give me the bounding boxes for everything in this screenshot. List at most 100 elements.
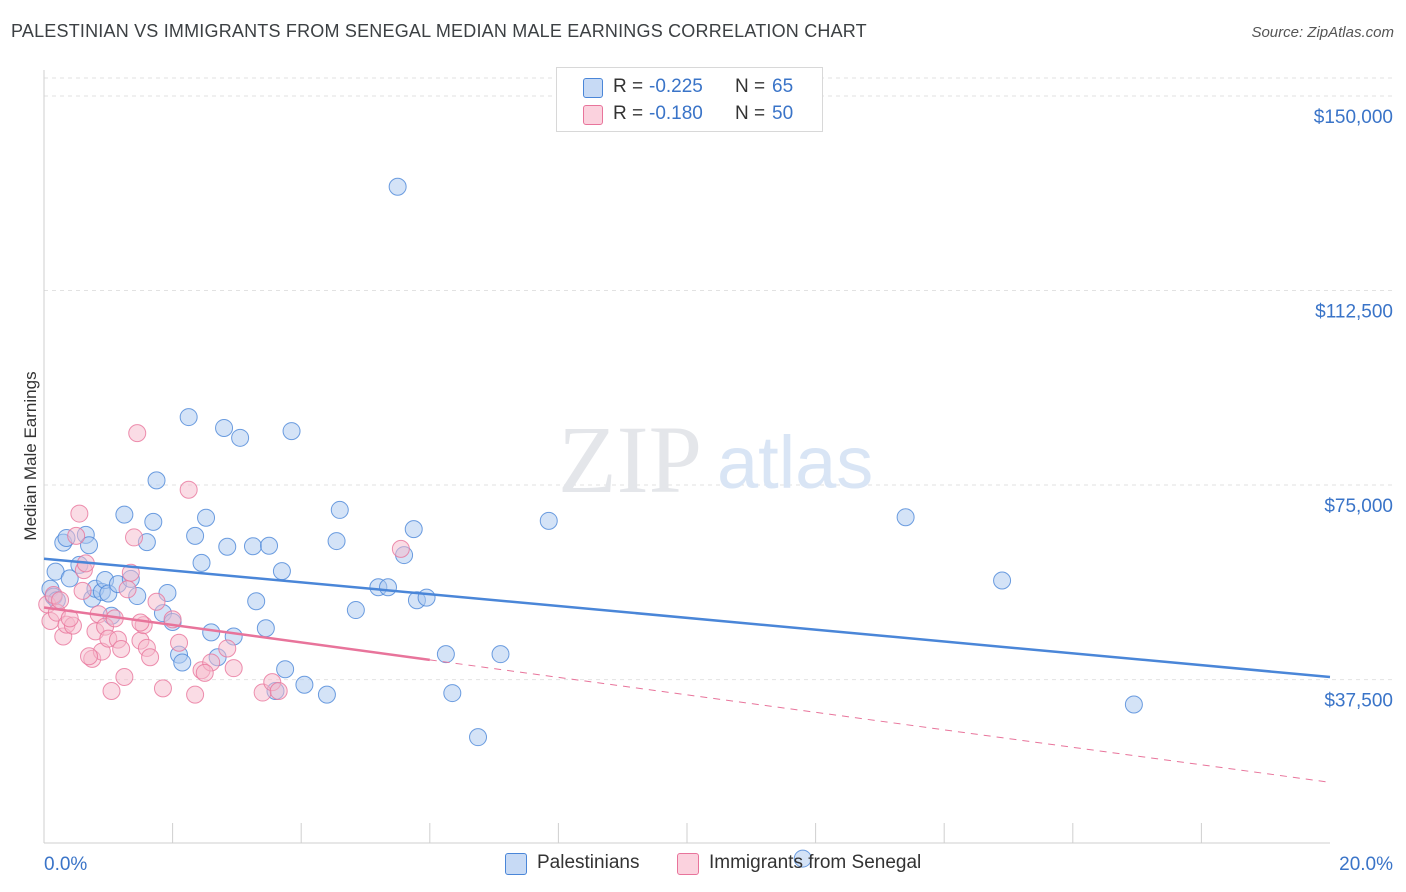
data-point	[192, 553, 211, 572]
data-point	[379, 578, 398, 597]
data-point	[153, 679, 172, 698]
data-point	[346, 601, 365, 620]
data-point	[121, 563, 140, 582]
data-point	[102, 681, 121, 700]
data-point	[276, 660, 295, 679]
y-tick-label: $37,500	[1324, 691, 1393, 712]
bottom-legend-label: Palestinians	[537, 852, 640, 873]
y-axis-label: Median Male Earnings	[21, 371, 40, 540]
data-point	[186, 685, 205, 704]
legend-n-value: 65	[772, 76, 794, 97]
data-point	[539, 511, 558, 530]
data-point	[173, 653, 192, 672]
palestinians-points	[41, 177, 1143, 868]
data-point	[436, 645, 455, 664]
data-point	[317, 685, 336, 704]
data-point	[404, 520, 423, 539]
data-point	[170, 633, 189, 652]
data-point	[80, 647, 99, 666]
data-point	[215, 418, 234, 437]
legend-r-value: -0.180	[649, 103, 703, 124]
data-point	[1124, 695, 1143, 714]
data-point	[60, 569, 79, 588]
data-point	[896, 508, 915, 527]
grid	[44, 77, 1395, 681]
legend-row-senegal: R = -0.180 N = 50	[557, 100, 822, 128]
legend-r-label: R =	[613, 103, 644, 124]
data-point	[70, 504, 89, 523]
x-tick-label: 0.0%	[44, 854, 87, 875]
trend-lines	[43, 557, 1331, 783]
y-tick-label: $150,000	[1314, 107, 1393, 128]
legend-r-value: -0.225	[649, 76, 703, 97]
data-point	[141, 648, 160, 667]
data-point	[295, 675, 314, 694]
data-point	[327, 532, 346, 551]
data-point	[282, 422, 301, 441]
legend-n-value: 50	[772, 103, 794, 124]
data-point	[186, 526, 205, 545]
data-point	[147, 592, 166, 611]
data-point	[197, 508, 216, 527]
legend-row-palestinians: R = -0.225 N = 65	[557, 73, 822, 101]
data-point	[144, 512, 163, 531]
data-point	[231, 428, 250, 447]
bottom-swatch-blue	[505, 853, 527, 875]
legend-n-label: N =	[735, 103, 766, 124]
data-point	[80, 536, 99, 555]
data-point	[417, 588, 436, 607]
trend-line	[43, 606, 430, 662]
data-point	[330, 500, 349, 519]
legend-swatch-pink	[583, 105, 603, 125]
data-point	[73, 581, 92, 600]
data-point	[125, 528, 144, 547]
data-point	[269, 681, 288, 700]
data-point	[247, 592, 266, 611]
data-point	[491, 645, 510, 664]
data-point	[115, 505, 134, 524]
legend-swatch-blue	[583, 78, 603, 98]
watermark-zip: ZIP	[558, 406, 702, 513]
source-label: Source: ZipAtlas.com	[1251, 24, 1394, 41]
data-point	[993, 571, 1012, 590]
correlation-legend: R = -0.225 N = 65 R = -0.180 N = 50	[556, 67, 823, 132]
watermark-atlas: atlas	[717, 421, 873, 504]
trend-line	[43, 557, 1331, 679]
data-point	[224, 659, 243, 678]
y-tick-label: $112,500	[1315, 301, 1393, 322]
axis-labels: $37,500 $75,000 $112,500 $150,000 0.0% 20.0% M…	[21, 107, 1393, 875]
data-point	[388, 177, 407, 196]
watermark: ZIP atlas	[558, 406, 873, 513]
data-point	[112, 639, 131, 658]
data-point	[51, 591, 70, 610]
data-point	[202, 623, 221, 642]
y-tick-label: $75,000	[1324, 496, 1393, 517]
trend-line-extension	[429, 659, 1331, 783]
data-point	[256, 619, 275, 638]
data-point	[179, 480, 198, 499]
data-point	[443, 684, 462, 703]
bottom-legend-label: Immigrants from Senegal	[709, 852, 922, 873]
x-tick-label: 20.0%	[1339, 854, 1393, 875]
legend-n-label: N =	[735, 76, 766, 97]
senegal-points	[38, 424, 410, 704]
data-point	[272, 562, 291, 581]
data-point	[469, 728, 488, 747]
data-point	[218, 537, 237, 556]
axes	[43, 70, 1330, 844]
data-point	[118, 580, 137, 599]
data-point	[67, 526, 86, 545]
legend-r-label: R =	[613, 76, 644, 97]
data-point	[218, 639, 237, 658]
data-point	[147, 471, 166, 490]
data-point	[195, 663, 214, 682]
data-point	[115, 667, 134, 686]
bottom-swatch-pink	[677, 853, 699, 875]
data-point	[260, 536, 279, 555]
data-point	[243, 537, 262, 556]
data-point	[128, 424, 147, 443]
data-point	[179, 408, 198, 427]
data-point	[793, 849, 812, 868]
data-point	[391, 539, 410, 558]
